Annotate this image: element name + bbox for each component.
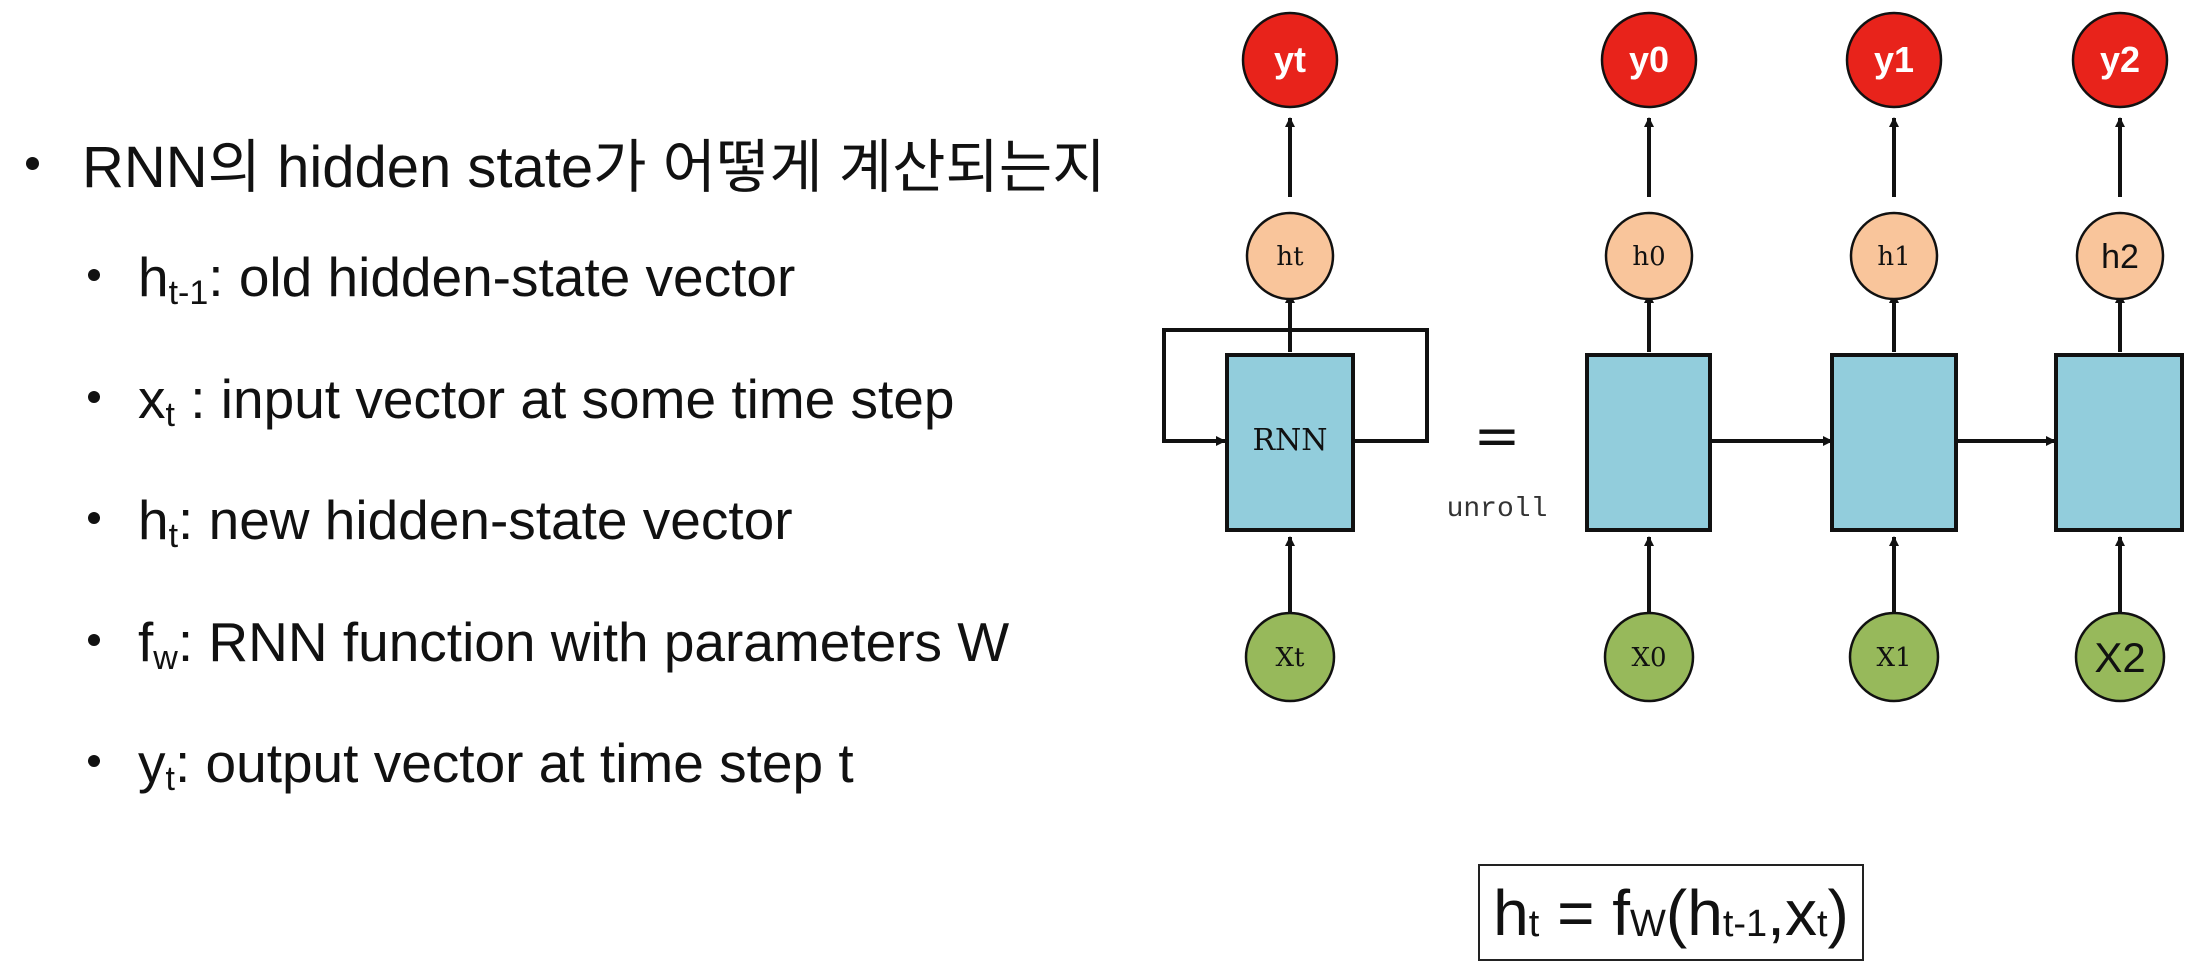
bullet-dot <box>88 634 100 646</box>
formula-close-paren: ) <box>1827 876 1849 949</box>
formula-f-sub: W <box>1630 903 1666 945</box>
step2-input-node <box>2074 611 2166 703</box>
step1-output-label: y1 <box>1874 39 1914 80</box>
bullet-text: : old hidden-state vector <box>208 246 796 308</box>
formula-arg2: x <box>1784 876 1817 949</box>
bullet-symbol: h <box>138 246 169 308</box>
step2-output-node <box>2071 11 2169 109</box>
bullet-subscript: t <box>168 517 179 555</box>
rolled-hidden-node <box>1245 211 1335 301</box>
step0-input-label: X0 <box>1631 643 1666 673</box>
bullet-dot <box>88 391 100 403</box>
step1-hidden-node <box>1849 211 1939 301</box>
main-bullet-text: RNN의 hidden state가 어떻게 계산되는지 <box>82 135 1106 200</box>
step2-hidden-label: h2 <box>2101 238 2139 276</box>
bullet-text: : new hidden-state vector <box>178 489 793 551</box>
rolled-input-node <box>1244 611 1336 703</box>
formula-open-paren: ( <box>1665 876 1688 949</box>
equals-sign: = <box>1474 404 1521 469</box>
formula-f: f <box>1612 876 1631 949</box>
bullet-dot <box>88 755 100 767</box>
step1-rnn-cell <box>1830 353 1958 532</box>
formula-comma: , <box>1767 876 1785 949</box>
rolled-input-label: Xt <box>1276 643 1306 673</box>
step0-rnn-cell <box>1585 353 1712 532</box>
rolled-cell-label: RNN <box>1252 423 1327 458</box>
bullet-text: : input vector at some time step <box>174 368 955 430</box>
recurrent-loop-right <box>1290 328 1429 443</box>
rolled-rnn-cell <box>1225 353 1355 532</box>
main-bullet: RNN의 hidden state가 어떻게 계산되는지 <box>26 120 1106 204</box>
bullet-dot <box>88 269 100 281</box>
bullet-text: : output vector at time step t <box>174 732 854 794</box>
bullet-dot <box>26 157 39 170</box>
formula-arg1: h <box>1687 876 1723 949</box>
step1-input-node <box>1848 611 1940 703</box>
step2-hidden-node <box>2075 211 2165 301</box>
unroll-label: unroll <box>1447 494 1548 525</box>
formula-lhs-sub: t <box>1528 903 1540 945</box>
step0-input-node <box>1603 611 1695 703</box>
step2-input-label: X2 <box>2094 634 2145 681</box>
recurrent-loop-arrow <box>1162 328 1290 446</box>
bullet-symbol: f <box>138 611 154 673</box>
formula-equals: = <box>1539 876 1613 949</box>
step1-hidden-label: h1 <box>1877 242 1910 272</box>
bullet-subscript: w <box>153 639 178 677</box>
bullet-subscript: t-1 <box>168 274 209 312</box>
step1-output-node <box>1845 11 1943 109</box>
step1-input-label: X1 <box>1876 643 1911 673</box>
bullet-text: : RNN function with parameters W <box>177 611 1010 673</box>
step2-output-label: y2 <box>2100 39 2140 80</box>
bullet-dot <box>88 512 100 524</box>
step0-output-label: y0 <box>1629 39 1669 80</box>
step0-hidden-label: h0 <box>1632 242 1665 272</box>
rolled-output-label: yt <box>1274 39 1306 80</box>
bullet-symbol: x <box>138 368 166 430</box>
rolled-hidden-label: ht <box>1276 242 1304 272</box>
step0-hidden-node <box>1604 211 1694 301</box>
rolled-output-node <box>1241 11 1339 109</box>
step2-rnn-cell <box>2054 353 2184 532</box>
formula-lhs: h <box>1493 876 1529 949</box>
formula-arg2-sub: t <box>1816 903 1828 945</box>
formula-arg1-sub: t-1 <box>1722 903 1768 945</box>
bullet-old-hidden-state: h t-1: old hidden-state vector <box>88 245 796 312</box>
bullet-symbol: h <box>138 489 169 551</box>
bullet-symbol: y <box>138 732 166 794</box>
bullet-subscript: t <box>165 396 175 434</box>
bullet-subscript: t <box>165 760 175 798</box>
step0-output-node <box>1600 11 1698 109</box>
